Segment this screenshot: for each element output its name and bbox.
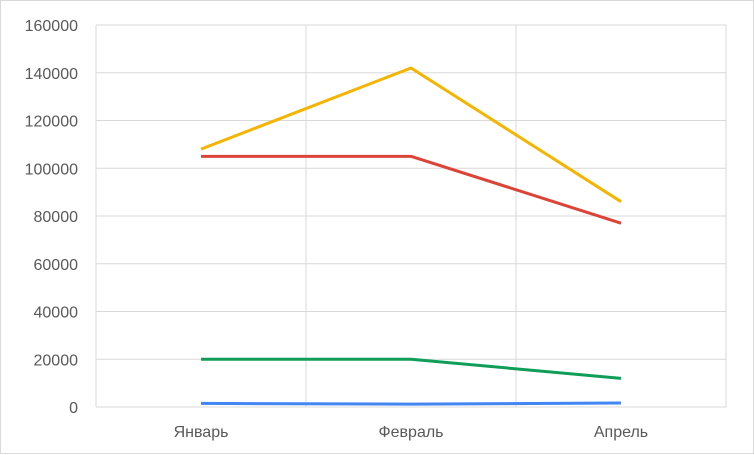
y-tick-label: 0 (69, 400, 78, 417)
series-line-1 (200, 66, 622, 203)
series-line-2 (201, 154, 622, 225)
series-line-4 (200, 401, 622, 406)
y-tick-label: 120000 (25, 114, 78, 131)
y-tick-label: 60000 (34, 257, 79, 274)
y-tick-label: 100000 (25, 161, 78, 178)
y-tick-label: 160000 (25, 18, 78, 35)
x-tick-label: Февраль (378, 424, 443, 441)
y-tick-label: 80000 (34, 209, 79, 226)
y-tick-label: 140000 (25, 66, 78, 83)
x-tick-label: Апрель (594, 424, 648, 441)
y-tick-label: 20000 (34, 352, 79, 369)
x-tick-label: Январь (174, 424, 229, 441)
y-tick-label: 40000 (34, 305, 79, 322)
series-line-3 (201, 357, 622, 380)
